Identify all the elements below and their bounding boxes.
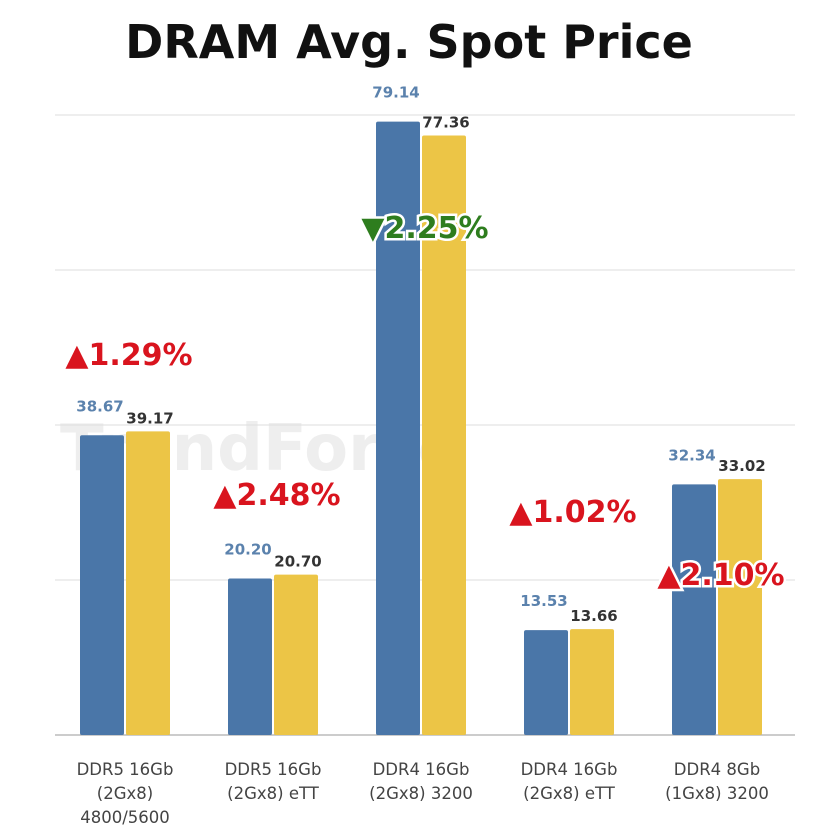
change-annotation: ▲1.29% <box>65 338 192 373</box>
bar-blue <box>228 578 272 735</box>
x-tick-label: (2Gx8) eTT <box>523 784 616 803</box>
value-label: 20.70 <box>274 553 321 571</box>
x-tick-label: (2Gx8) <box>97 784 153 803</box>
bar-yellow <box>126 431 170 735</box>
chart-title: DRAM Avg. Spot Price <box>125 15 693 69</box>
bar-yellow <box>422 135 466 735</box>
x-tick-label: DDR4 16Gb <box>373 760 470 779</box>
value-label: 13.53 <box>520 592 567 610</box>
x-tick-label: DDR5 16Gb <box>225 760 322 779</box>
value-label: 32.34 <box>668 446 715 464</box>
change-annotation: ▲2.10% <box>657 558 784 593</box>
bar-yellow <box>274 574 318 735</box>
change-annotation: ▼2.25% <box>361 211 488 246</box>
x-tick-label: (2Gx8) eTT <box>227 784 320 803</box>
x-tick-label: (2Gx8) 3200 <box>369 784 473 803</box>
x-tick-label: (1Gx8) 3200 <box>665 784 769 803</box>
value-label: 79.14 <box>372 84 419 102</box>
value-label: 20.20 <box>224 540 271 558</box>
value-label: 39.17 <box>126 409 173 427</box>
x-tick-label: DDR4 16Gb <box>521 760 618 779</box>
bar-blue <box>80 435 124 735</box>
x-tick-label: DDR5 16Gb <box>77 760 174 779</box>
value-label: 13.66 <box>570 607 617 625</box>
bar-yellow <box>718 479 762 735</box>
x-tick-label: DDR4 8Gb <box>674 760 760 779</box>
value-label: 38.67 <box>76 397 123 415</box>
change-annotation: ▲2.48% <box>213 478 340 513</box>
bar-blue <box>376 121 420 736</box>
value-label: 33.02 <box>718 457 765 475</box>
bar-yellow <box>570 629 614 735</box>
x-tick-label: 4800/5600 <box>80 808 170 827</box>
value-label: 77.36 <box>422 113 469 131</box>
bar-blue <box>524 630 568 735</box>
bar-blue <box>672 484 716 735</box>
change-annotation: ▲1.02% <box>509 495 636 530</box>
